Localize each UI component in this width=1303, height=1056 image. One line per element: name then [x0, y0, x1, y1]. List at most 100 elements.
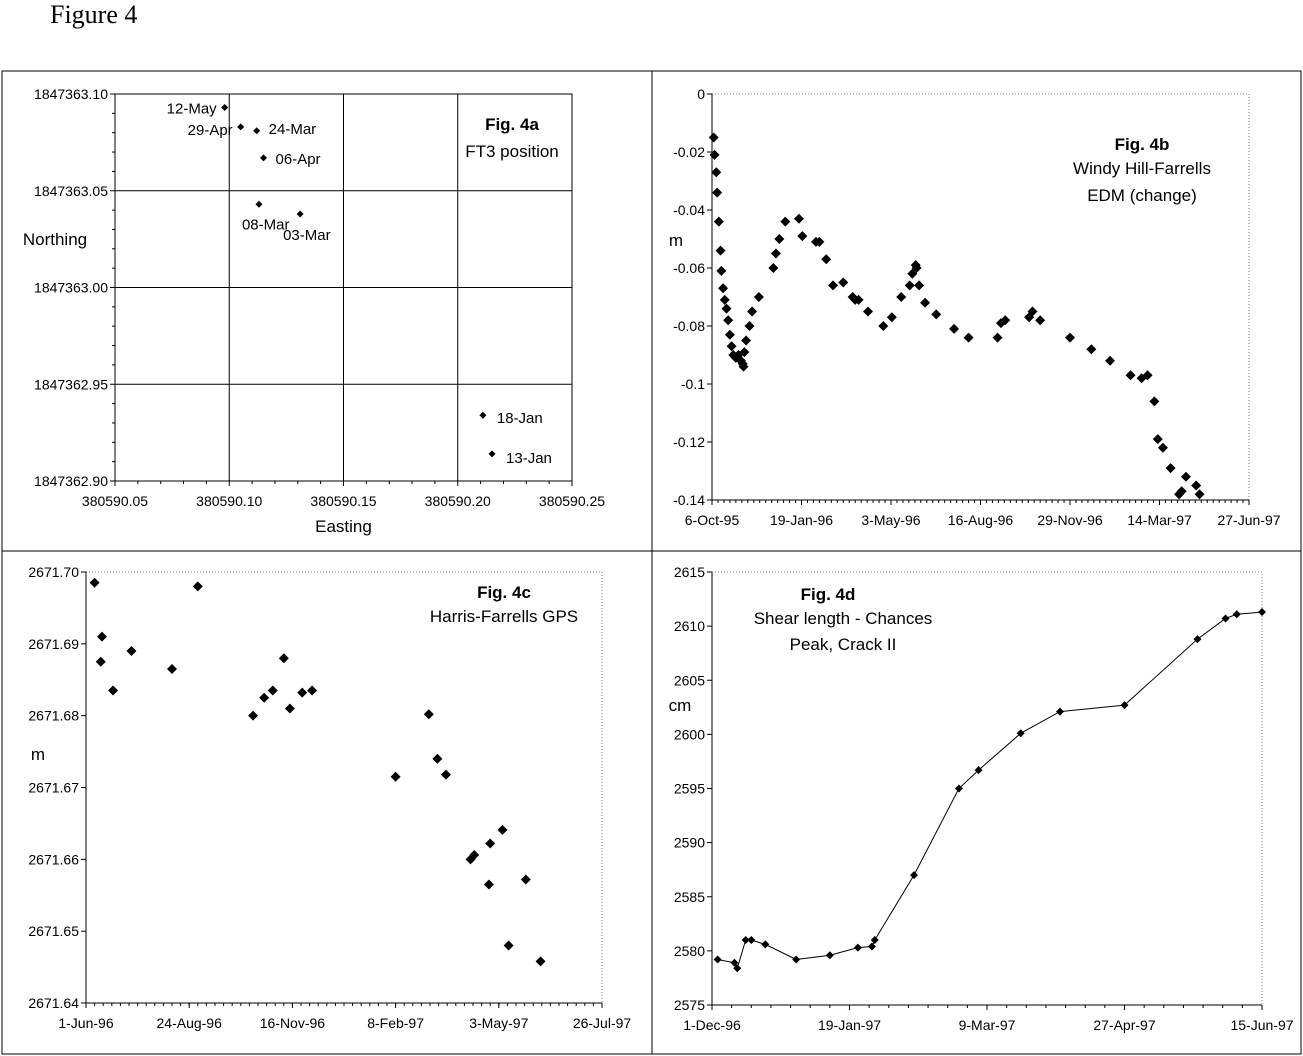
x-tick-label: 1-Jun-96 — [58, 1015, 113, 1031]
data-point — [747, 306, 758, 317]
point-label: 13-Jan — [506, 450, 552, 467]
y-tick-label: 2595 — [674, 781, 705, 797]
data-point — [503, 940, 514, 951]
data-point — [237, 123, 245, 131]
chart-d: 2575 2580 2585 2590 2595 2600 2605 2610 2615 1-De… — [669, 564, 1294, 1033]
data-point — [723, 315, 734, 326]
data-point — [896, 292, 907, 302]
x-tick-label: 380590.25 — [539, 493, 605, 509]
data-point — [1258, 608, 1266, 617]
data-point — [1152, 434, 1163, 445]
data-point — [716, 265, 727, 276]
data-point — [1180, 471, 1191, 482]
data-point — [870, 936, 879, 945]
data-point — [821, 254, 832, 265]
chart-c: 2671.64 2671.65 2671.66 2671.67 2671.68 2671.… — [28, 564, 631, 1031]
y-tick-label: 1847362.95 — [34, 376, 108, 392]
data-point — [911, 263, 922, 273]
data-point — [423, 709, 434, 720]
data-point — [307, 685, 318, 696]
data-point — [726, 341, 737, 352]
data-point — [792, 955, 801, 964]
series-line — [717, 611, 1263, 970]
y-tick-label: 2585 — [674, 889, 705, 905]
data-point — [738, 361, 749, 372]
data-point — [741, 936, 750, 945]
data-point — [797, 231, 808, 242]
data-point — [440, 769, 451, 780]
x-tick-label: 24-Aug-96 — [157, 1015, 223, 1031]
y-tick-label: 2580 — [674, 943, 705, 959]
data-point — [963, 332, 974, 343]
data-point — [483, 879, 494, 890]
data-point — [708, 132, 719, 143]
data-point — [761, 940, 770, 949]
data-point — [1105, 355, 1116, 366]
x-tick-label: 380590.05 — [82, 493, 148, 509]
x-axis-label: Easting — [315, 517, 372, 536]
point-label: 06-Apr — [276, 151, 321, 168]
data-point — [390, 771, 401, 782]
x-tick-label: 16-Nov-96 — [260, 1015, 326, 1031]
data-point — [96, 631, 107, 642]
data-point — [1000, 315, 1011, 326]
data-point — [497, 824, 508, 835]
data-point — [712, 187, 723, 198]
data-point — [853, 294, 864, 305]
data-point — [747, 936, 756, 945]
y-tick-label: 2615 — [674, 564, 705, 580]
y-tick-label: 2671.70 — [28, 564, 79, 580]
data-point — [278, 653, 289, 664]
data-point — [713, 955, 722, 964]
x-tick-label: 27-Jun-97 — [1217, 512, 1280, 528]
data-point — [1120, 701, 1129, 710]
data-point — [713, 216, 724, 227]
data-point — [949, 323, 960, 334]
chart-b: -0.14 -0.12 -0.1 -0.08 -0.06 -0.04 -0.02 0 6-Oct… — [669, 86, 1281, 528]
data-point — [774, 234, 785, 244]
data-point — [1191, 480, 1202, 491]
y-tick-label: 1847363.00 — [34, 280, 108, 296]
data-point — [1194, 489, 1205, 500]
panel-c-frame — [1, 550, 653, 1055]
chart-subtitle: FT3 position — [465, 142, 559, 161]
chart-title: Fig. 4c — [477, 583, 531, 602]
x-tick-label: 380590.10 — [196, 493, 262, 509]
x-tick-label: 27-Apr-97 — [1093, 1017, 1155, 1033]
data-point — [814, 236, 825, 247]
chart-title: Fig. 4a — [485, 115, 539, 134]
data-point — [267, 685, 278, 696]
data-point — [89, 577, 100, 588]
data-point — [718, 283, 729, 294]
x-tick-label: 3-May-96 — [861, 512, 920, 528]
y-tick-label: -0.12 — [673, 434, 705, 450]
data-point — [1149, 396, 1160, 407]
point-label: 29-Apr — [188, 122, 233, 139]
data-point — [1157, 442, 1168, 453]
data-point — [535, 956, 546, 967]
data-point — [1176, 486, 1187, 497]
data-point — [1027, 306, 1038, 317]
data-point — [741, 335, 752, 346]
chart-subtitle: Peak, Crack II — [790, 635, 897, 654]
data-point — [1232, 610, 1241, 619]
data-point — [828, 280, 839, 291]
y-tick-label: 2671.66 — [28, 851, 79, 867]
y-axis-label: m — [669, 231, 683, 250]
data-point — [260, 154, 268, 162]
data-point — [721, 303, 732, 314]
figure-title: Figure 4 — [50, 0, 138, 29]
x-tick-label: 8-Feb-97 — [367, 1015, 424, 1031]
y-tick-label: 1847362.90 — [34, 473, 108, 489]
data-point — [1221, 614, 1230, 623]
data-point — [167, 663, 177, 674]
y-tick-label: 2671.64 — [28, 995, 79, 1011]
data-point — [255, 200, 263, 208]
data-point — [838, 277, 849, 288]
y-tick-label: -0.1 — [681, 376, 705, 392]
x-tick-label: 14-Mar-97 — [1127, 512, 1192, 528]
data-point — [1065, 332, 1075, 343]
y-tick-label: 1847363.05 — [34, 183, 108, 199]
data-point — [920, 297, 931, 308]
data-point — [108, 685, 119, 696]
